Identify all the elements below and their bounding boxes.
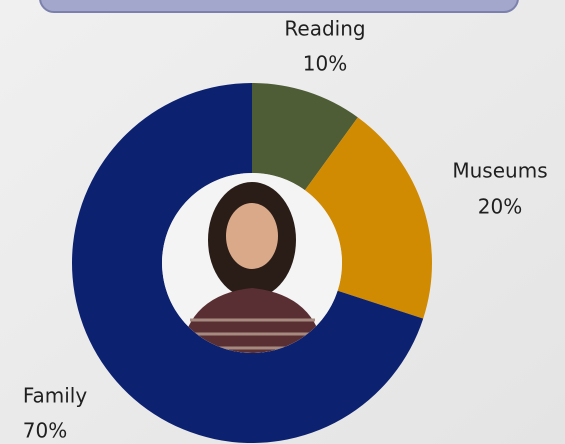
header-bar <box>40 0 518 12</box>
chart: Reading 10% Museums 20% Family 70% <box>0 0 565 444</box>
slice-label: Family <box>23 384 88 408</box>
slice-value-label: 20% <box>478 195 522 219</box>
slice-value-label: 10% <box>303 52 347 76</box>
slice-label: Museums <box>452 159 547 183</box>
slice-value-label: 70% <box>23 419 67 443</box>
slice-label: Reading <box>284 17 365 41</box>
